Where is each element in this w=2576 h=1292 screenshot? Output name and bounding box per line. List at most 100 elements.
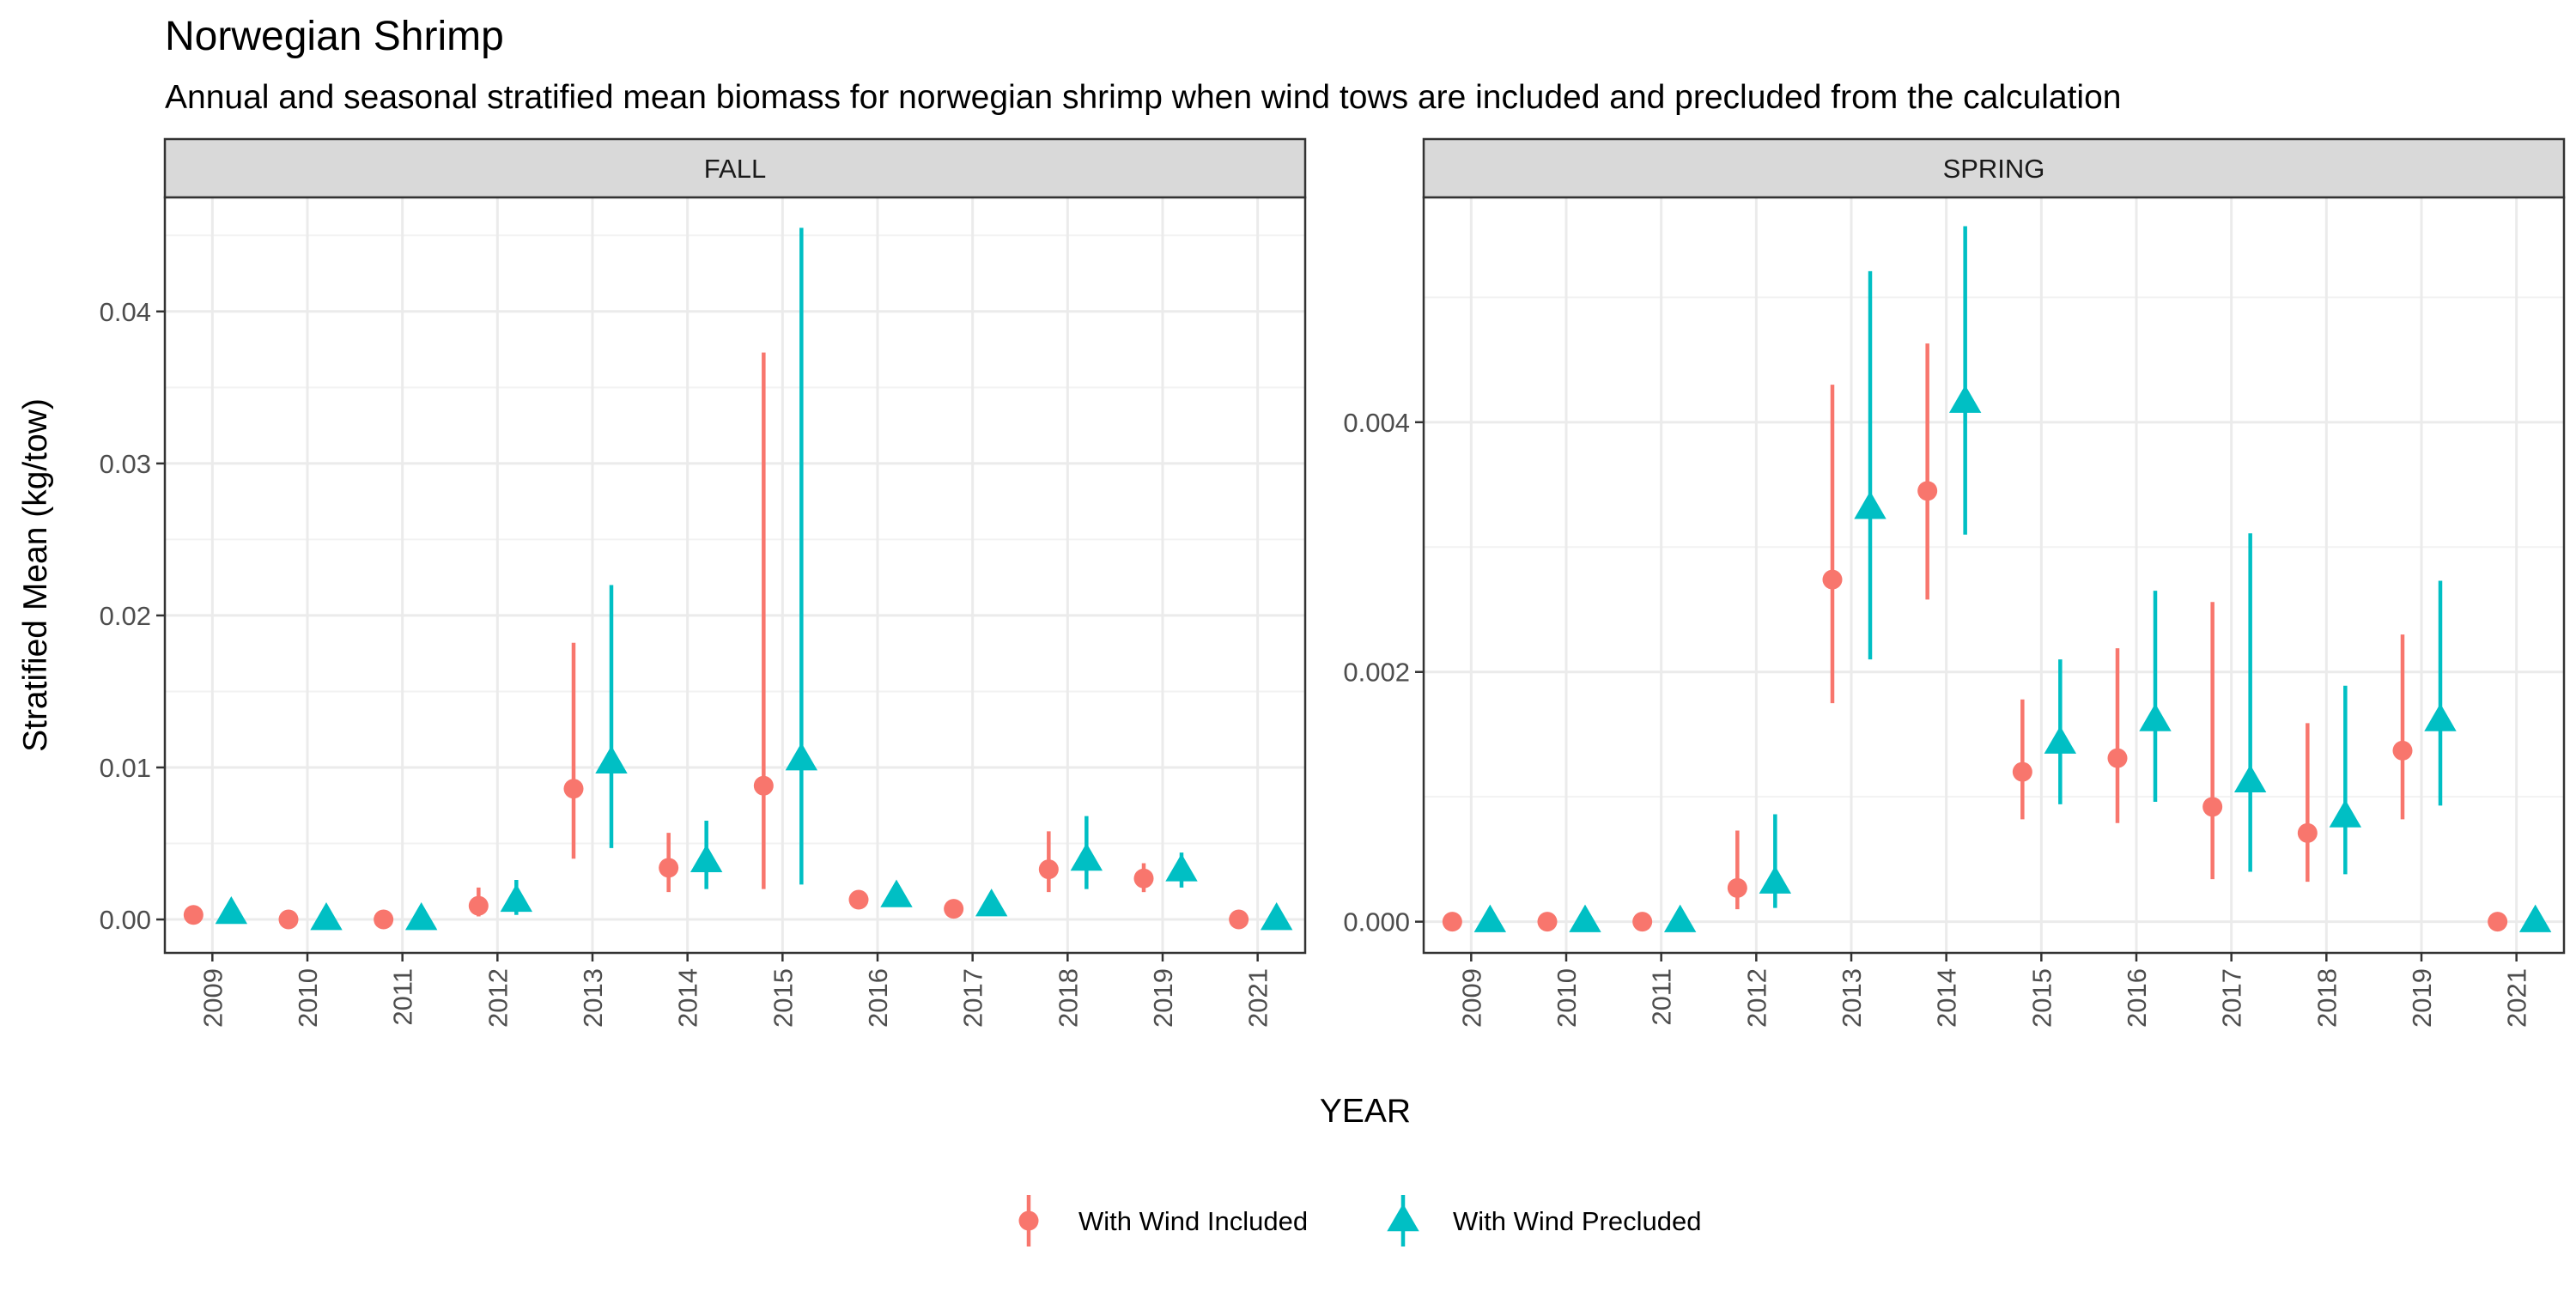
data-point — [2297, 822, 2318, 843]
data-point — [2518, 904, 2552, 932]
data-point — [1038, 859, 1059, 880]
legend-item-wind-precluded: With Wind Precluded — [1387, 1195, 1701, 1247]
x-tick-label: 2019 — [1148, 968, 1178, 1028]
data-point — [404, 902, 438, 931]
data-point — [2139, 703, 2172, 731]
facet-strip-label: FALL — [704, 154, 766, 184]
y-tick-label: 0.00 — [100, 905, 151, 935]
data-point — [215, 895, 248, 925]
data-point — [753, 775, 774, 796]
y-tick-label: 0.01 — [100, 753, 151, 783]
chart-title: Norwegian Shrimp — [165, 14, 504, 59]
panel-border — [1422, 196, 2566, 955]
data-point — [785, 743, 818, 771]
panel-border — [163, 196, 1307, 955]
data-point — [1948, 385, 1982, 413]
x-tick-label: 2021 — [1243, 968, 1273, 1028]
x-tick-label: 2017 — [958, 968, 988, 1028]
x-tick-label: 2012 — [1741, 968, 1771, 1028]
data-point — [468, 895, 489, 916]
data-point — [1537, 912, 1558, 932]
y-tick-label: 0.000 — [1343, 907, 1410, 937]
legend: With Wind Included With Wind Precluded — [1018, 1195, 1701, 1247]
legend-key-marker — [1018, 1210, 1039, 1231]
data-point — [1759, 865, 1792, 894]
x-tick-label: 2010 — [293, 968, 323, 1028]
y-tick-label: 0.02 — [100, 601, 151, 631]
panel-background — [165, 197, 1305, 953]
data-point — [1569, 904, 1601, 932]
data-point — [2012, 761, 2032, 782]
legend-item-wind-included: With Wind Included — [1018, 1195, 1308, 1247]
data-point — [2044, 725, 2077, 754]
facet-panels: FALL 0.00 0.01 0.02 0.03 0.04 2009 2010 2011 2012… — [100, 137, 2566, 1028]
data-point — [1165, 853, 1198, 882]
data-point — [278, 909, 299, 930]
data-point — [975, 889, 1008, 917]
data-point — [2329, 799, 2362, 828]
data-point — [1229, 909, 1249, 930]
data-point — [2392, 740, 2413, 761]
x-tick-label: 2010 — [1552, 968, 1582, 1028]
y-axis-title: Stratified Mean (kg/tow) — [17, 398, 54, 752]
data-point — [1473, 904, 1507, 932]
x-tick-label: 2009 — [197, 968, 228, 1028]
data-point — [1260, 902, 1293, 931]
legend-label: With Wind Included — [1078, 1206, 1308, 1236]
y-tick-label: 0.004 — [1343, 408, 1410, 438]
y-tick-label: 0.04 — [100, 297, 151, 327]
x-tick-label: 2015 — [2026, 968, 2057, 1028]
panel-fall: FALL 0.00 0.01 0.02 0.03 0.04 2009 2010 2011 2012… — [100, 137, 1307, 1028]
x-tick-label: 2016 — [863, 968, 893, 1028]
data-point — [183, 905, 204, 925]
y-tick-label: 0.03 — [100, 449, 151, 479]
y-tick-label: 0.002 — [1343, 658, 1410, 688]
legend-key-marker — [1387, 1203, 1419, 1232]
data-point — [1663, 904, 1697, 932]
x-tick-label: 2018 — [2312, 968, 2342, 1028]
data-point — [2424, 703, 2457, 731]
data-point — [659, 858, 679, 878]
chart-subtitle: Annual and seasonal stratified mean biom… — [165, 79, 2121, 116]
data-point — [1632, 912, 1653, 932]
data-point — [1133, 868, 1154, 889]
x-axis-title: YEAR — [1320, 1093, 1411, 1130]
data-point — [1442, 912, 1462, 932]
data-point — [2202, 797, 2223, 817]
data-point — [1854, 491, 1886, 519]
x-tick-label: 2015 — [768, 968, 798, 1028]
data-point — [1070, 842, 1103, 871]
x-tick-label: 2021 — [2502, 968, 2532, 1028]
data-point — [2107, 748, 2128, 768]
x-tick-label: 2019 — [2407, 968, 2437, 1028]
series-wind-precluded — [1473, 226, 2552, 932]
x-tick-label: 2014 — [1932, 968, 1962, 1028]
facet-strip-label: SPRING — [1943, 154, 2045, 184]
data-point — [944, 899, 964, 919]
data-point — [2488, 912, 2508, 932]
data-point — [1822, 569, 1843, 590]
data-point — [500, 883, 533, 913]
x-tick-label: 2009 — [1456, 968, 1486, 1028]
data-point — [848, 889, 869, 910]
data-point — [1917, 481, 1938, 501]
data-point — [880, 879, 913, 907]
data-point — [563, 779, 584, 799]
panel-spring: SPRING 0.000 0.002 0.004 2009 2010 2011 2012 201… — [1343, 137, 2566, 1028]
series-wind-included — [183, 352, 1249, 930]
data-point — [1727, 877, 1747, 898]
x-tick-label: 2011 — [388, 968, 418, 1026]
facet-strip-background — [163, 137, 1307, 199]
data-point — [310, 902, 343, 931]
legend-label: With Wind Precluded — [1453, 1206, 1701, 1236]
data-point — [595, 745, 628, 773]
x-tick-label: 2012 — [483, 968, 513, 1028]
x-tick-label: 2013 — [578, 968, 608, 1028]
x-tick-label: 2018 — [1053, 968, 1083, 1028]
series-wind-included — [1442, 343, 2508, 932]
x-tick-label: 2017 — [2217, 968, 2247, 1028]
series-wind-precluded — [215, 227, 1293, 931]
x-tick-label: 2013 — [1837, 968, 1867, 1028]
